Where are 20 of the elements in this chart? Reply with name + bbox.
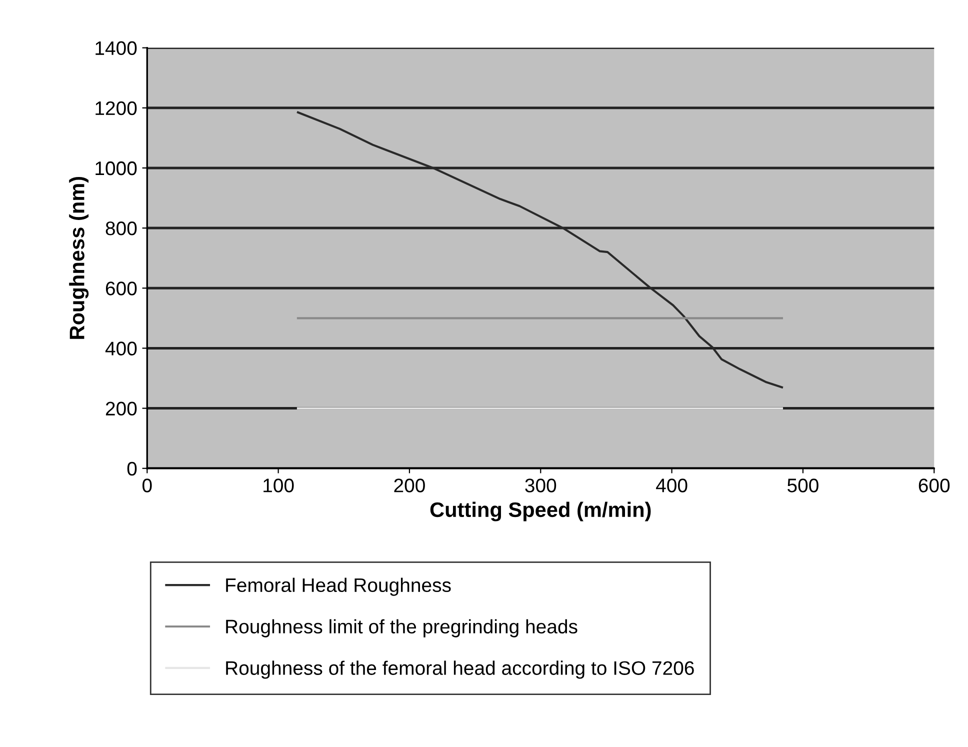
y-tick-label: 0 [127,462,137,476]
x-tick-label: 400 [656,478,688,492]
x-tick-label: 200 [394,478,425,492]
y-tick-label: 1200 [96,101,137,116]
x-tick-label: 500 [788,478,818,492]
legend-label: Roughness limit of the pregrinding heads [226,619,578,638]
x-tick-label: 300 [525,478,556,492]
y-tick-label: 800 [106,222,137,236]
x-axis-title: Cutting Speed (m/min) [430,502,651,522]
x-tick-label: 100 [264,478,294,492]
y-tick-label: 1400 [96,41,137,56]
x-tick-label: 600 [918,478,950,492]
y-tick-label: 400 [105,342,137,356]
y-tick-label: 200 [106,402,137,416]
y-tick-label: 1000 [96,161,137,176]
y-tick-label: 600 [106,282,137,296]
legend-label: Femoral Head Roughness [226,578,451,596]
legend-label: Roughness of the femoral head according to ISO 7206 [226,660,694,679]
y-axis-title: Roughness (nm) [69,176,89,339]
x-tick-label: 0 [142,478,152,492]
